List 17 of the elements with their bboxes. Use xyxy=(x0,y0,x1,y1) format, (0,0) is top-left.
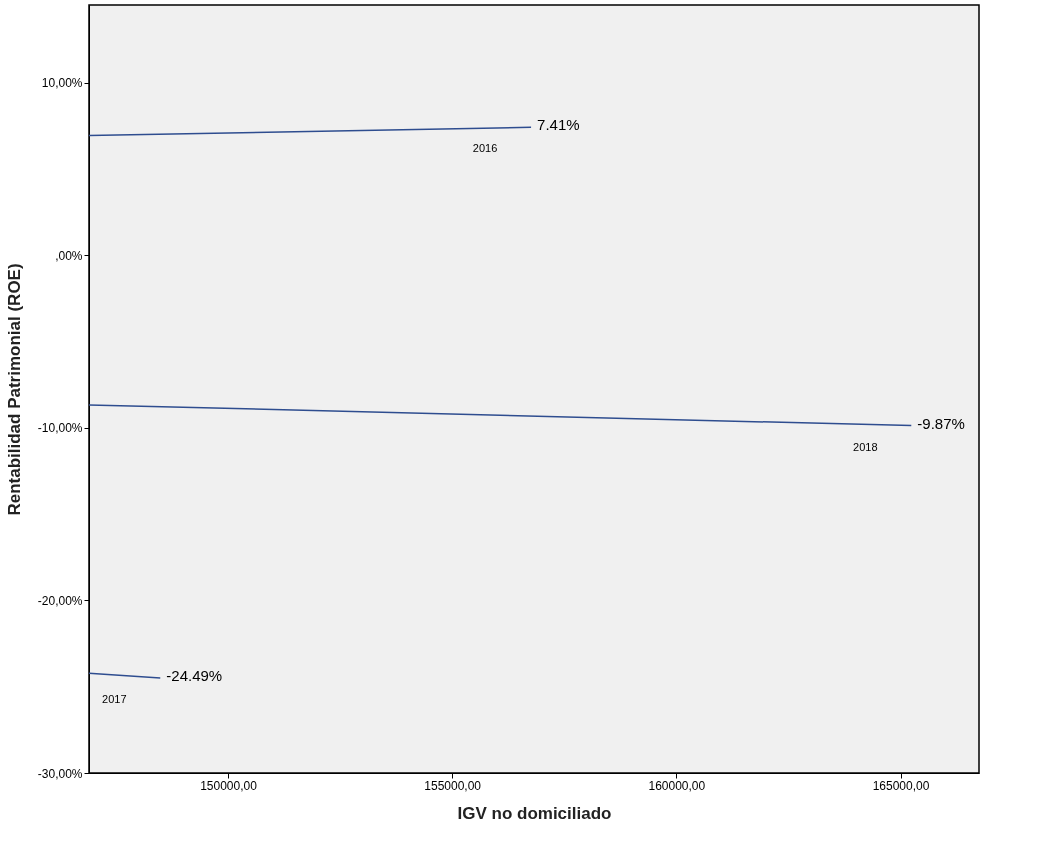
x-tick-label: 160000,00 xyxy=(648,778,706,793)
data-label: -9.87% xyxy=(917,414,965,432)
y-tick-label: 10,00% xyxy=(41,76,83,91)
series-label: 2018 xyxy=(853,440,878,453)
data-label: -24.49% xyxy=(166,666,223,684)
x-tick-label: 150000,00 xyxy=(200,778,258,793)
x-axis-title: IGV no domiciliado xyxy=(457,803,612,823)
y-tick-label: -30,00% xyxy=(37,766,83,781)
data-label: 7.41% xyxy=(537,116,580,134)
y-tick-label: -10,00% xyxy=(37,421,83,436)
series-label: 2016 xyxy=(472,142,498,155)
y-axis-title: Rentabilidad Patrimonial (ROE) xyxy=(4,263,24,516)
y-tick-label: -20,00% xyxy=(37,593,83,608)
x-tick-label: 155000,00 xyxy=(424,778,482,793)
x-tick-label: 165000,00 xyxy=(872,778,930,793)
series-label: 2017 xyxy=(102,692,127,705)
y-tick-label: ,00% xyxy=(55,248,83,263)
